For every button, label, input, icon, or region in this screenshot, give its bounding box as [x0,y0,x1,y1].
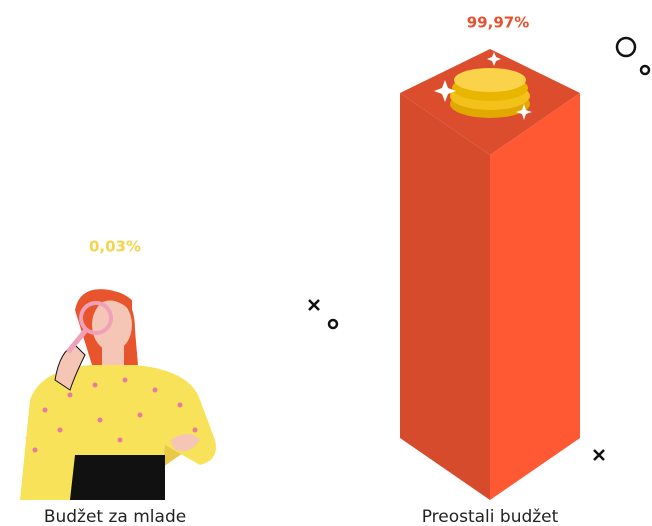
bar [400,49,580,500]
category-label: Preostali budžet [422,507,559,526]
value-label: 0,03% [89,238,141,256]
decorations [308,36,651,461]
category-label: Budžet za mlade [44,507,186,526]
coins [434,52,532,120]
woman-illustration [20,289,216,500]
bar-left-face [400,93,490,500]
value-label: 99,97% [467,14,529,32]
bar-right-face [490,93,580,500]
